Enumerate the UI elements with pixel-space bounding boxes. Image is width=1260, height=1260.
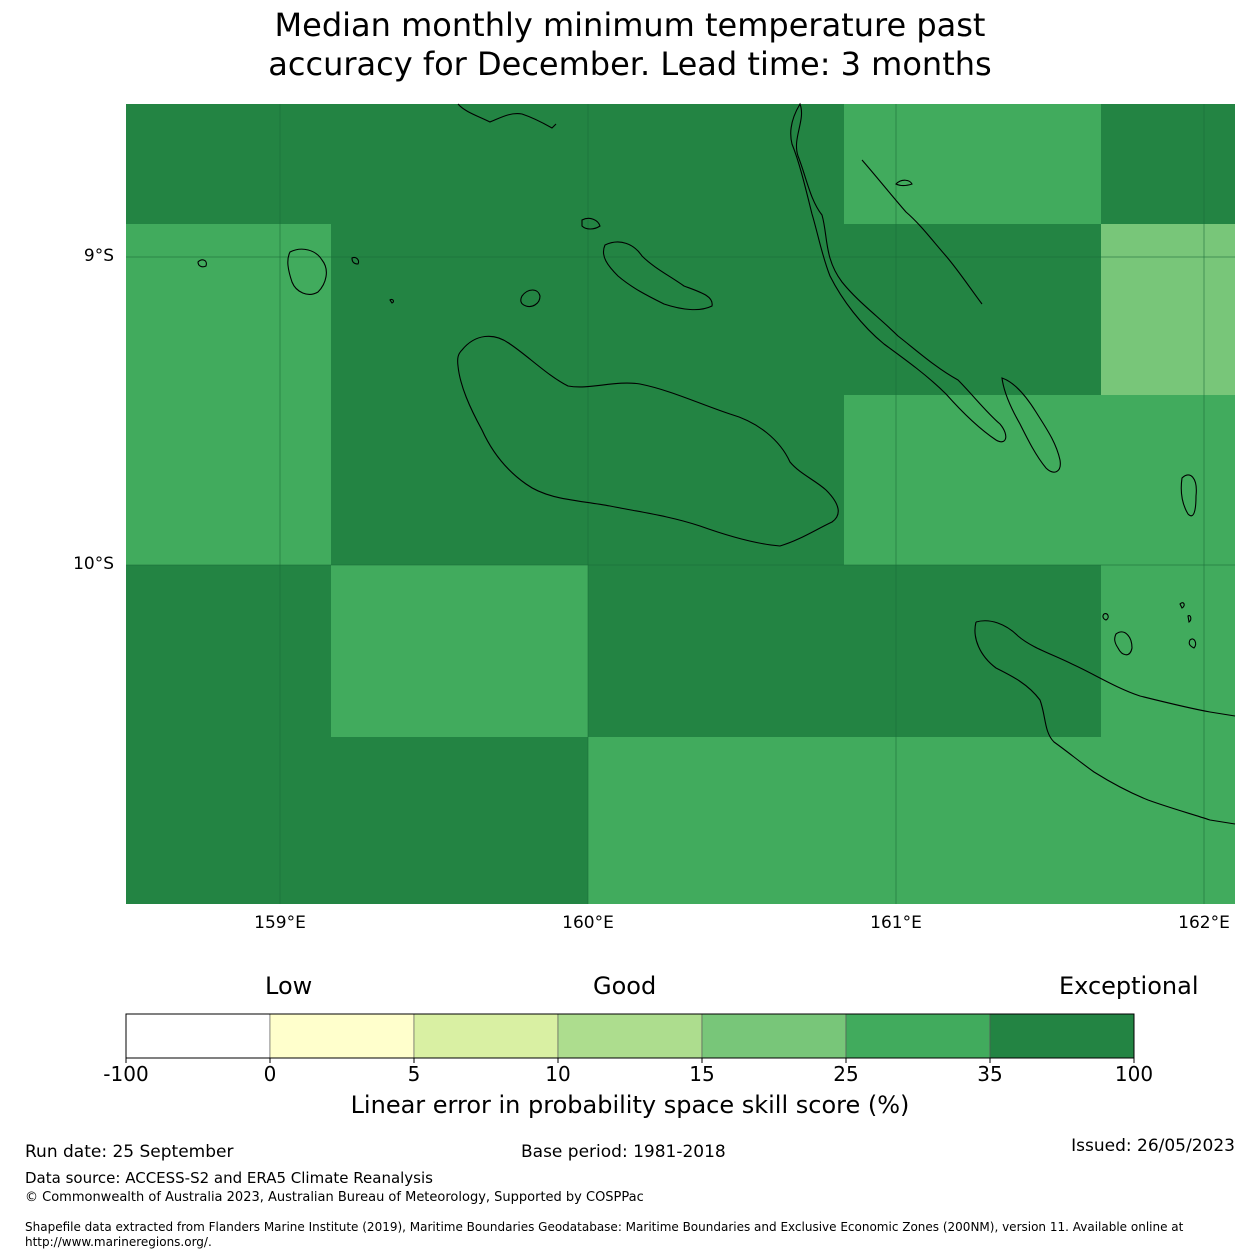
- coastline-small-1: [1102, 613, 1109, 621]
- copyright: © Commonwealth of Australia 2023, Austra…: [25, 1190, 644, 1205]
- skill-cell: [844, 224, 1101, 395]
- colorbar-swatch: [989, 1013, 1135, 1059]
- coastline-small-maramasike: [1180, 474, 1197, 517]
- colorbar-swatch: [269, 1013, 415, 1059]
- coastline-small-8: [389, 298, 395, 304]
- colorbar-swatch: [845, 1013, 991, 1059]
- lon-label-162e: 162°E: [1178, 913, 1230, 933]
- skill-cell: [331, 565, 588, 737]
- map-title: Median monthly minimum temperature past …: [0, 6, 1260, 84]
- colorbar-tick: 35: [977, 1062, 1003, 1086]
- colorbar-swatch: [125, 1013, 271, 1059]
- colorbar-tick: 15: [689, 1062, 715, 1086]
- skill-cell: [588, 737, 844, 904]
- category-low: Low: [265, 972, 313, 1000]
- coastline-guadalcanal: [457, 335, 839, 547]
- coastline-small-2: [1179, 602, 1185, 609]
- colorbar-title: Linear error in probability space skill …: [350, 1091, 910, 1119]
- skill-cell: [844, 737, 1101, 904]
- skill-cell: [588, 565, 844, 737]
- skill-grid: [126, 104, 1235, 904]
- coastline-makira: [974, 620, 1236, 825]
- coastline-nggela: [602, 241, 713, 311]
- skill-cell: [588, 395, 844, 565]
- lon-label-161e: 161°E: [870, 913, 922, 933]
- colorbar-tick: 0: [263, 1062, 277, 1086]
- coastline-ugi: [1114, 631, 1133, 656]
- skill-cell: [126, 224, 331, 395]
- coastline-small-4: [1188, 638, 1197, 649]
- issued-date: Issued: 26/05/2023: [1071, 1136, 1235, 1156]
- colorbar-swatch: [701, 1013, 847, 1059]
- coastline-small-6: [895, 179, 913, 187]
- skill-cell: [844, 104, 1101, 224]
- colorbar-tick: -100: [103, 1062, 149, 1086]
- category-exceptional: Exceptional: [1059, 972, 1199, 1000]
- coastline-russell: [287, 248, 327, 295]
- coastline-malaita: [1001, 377, 1061, 473]
- colorbar-tick: 5: [407, 1062, 421, 1086]
- colorbar-outline: [125, 1013, 1135, 1059]
- coastline-small-5: [581, 217, 601, 230]
- coastline-small-island-west: [197, 259, 207, 268]
- title-line-1: Median monthly minimum temperature past: [274, 6, 986, 44]
- colorbar-tick: 10: [545, 1062, 571, 1086]
- colorbar-tick: 25: [833, 1062, 859, 1086]
- data-source: Data source: ACCESS-S2 and ERA5 Climate …: [25, 1169, 433, 1187]
- coastline-small-3: [1187, 615, 1192, 623]
- skill-cell: [588, 224, 844, 395]
- colorbar-swatch: [557, 1013, 703, 1059]
- shapefile-credit-line-1: Shapefile data extracted from Flanders M…: [25, 1220, 1184, 1234]
- coastline-choiseul-tip: [457, 103, 557, 129]
- lat-label-10s: 10°S: [73, 554, 114, 574]
- skill-cell: [844, 395, 1101, 565]
- skill-cell: [1101, 395, 1235, 565]
- skill-cell: [126, 565, 331, 737]
- lat-label-9s: 9°S: [83, 246, 114, 266]
- skill-cell: [1101, 565, 1235, 737]
- title-line-2: accuracy for December. Lead time: 3 mont…: [268, 45, 992, 83]
- colorbar-tick: 100: [1114, 1062, 1154, 1086]
- skill-cell: [126, 104, 331, 224]
- skill-cell: [1101, 104, 1235, 224]
- skill-cell: [126, 395, 331, 565]
- run-date: Run date: 25 September: [25, 1142, 234, 1162]
- map-gridlines: [126, 104, 1235, 904]
- category-good: Good: [593, 972, 657, 1000]
- skill-cell: [1101, 224, 1235, 395]
- coastline-savo: [520, 289, 541, 308]
- base-period: Base period: 1981-2018: [521, 1142, 726, 1162]
- shapefile-credit-line-2: http://www.marineregions.org/.: [25, 1235, 212, 1249]
- skill-cell: [331, 737, 588, 904]
- skill-cell: [331, 104, 588, 224]
- skill-cell: [588, 104, 844, 224]
- coastlines: [197, 102, 1236, 825]
- lon-label-160e: 160°E: [562, 913, 614, 933]
- lon-label-159e: 159°E: [254, 913, 306, 933]
- skill-cell: [331, 395, 588, 565]
- skill-cell: [331, 224, 588, 395]
- colorbar-swatch: [413, 1013, 559, 1059]
- coastline-small-7: [351, 256, 360, 265]
- colorbar: [125, 1013, 1135, 1063]
- coastline-santa-isabel-north: [861, 159, 983, 305]
- skill-cell: [126, 737, 331, 904]
- skill-cell: [844, 565, 1101, 737]
- coastline-santa-isabel: [790, 102, 1007, 443]
